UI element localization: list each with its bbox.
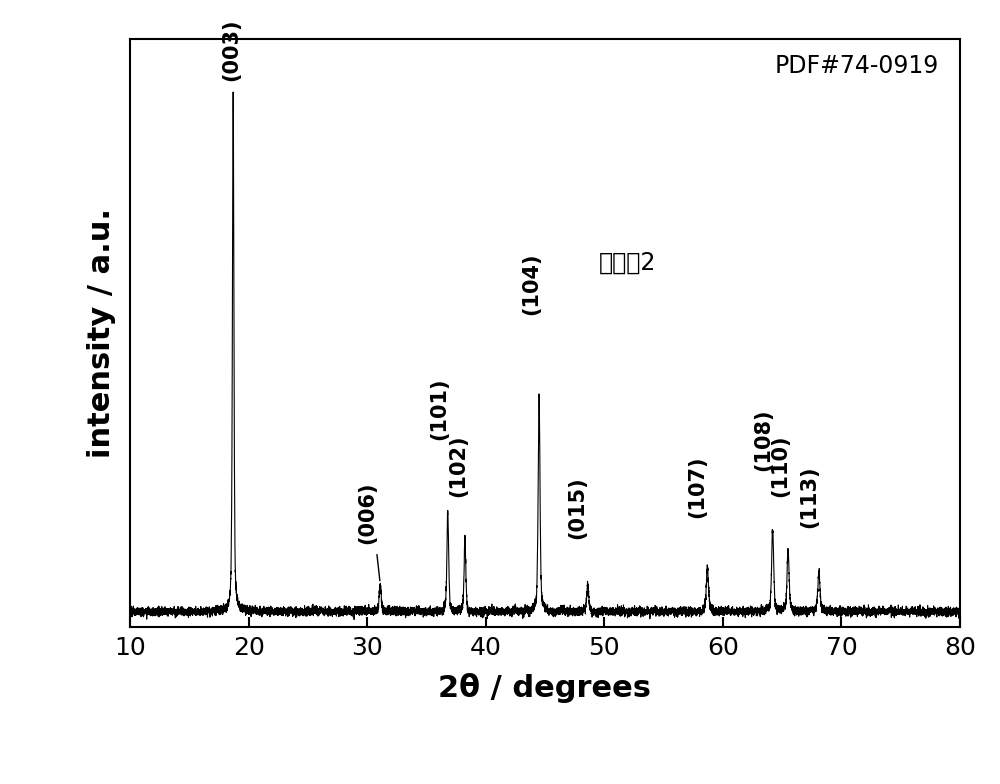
Text: (102): (102) xyxy=(448,434,468,497)
Text: (108): (108) xyxy=(753,408,773,471)
Text: 实施夒2: 实施夒2 xyxy=(599,251,656,274)
Text: (006): (006) xyxy=(357,481,377,544)
Text: (110): (110) xyxy=(770,434,790,497)
X-axis label: 2θ / degrees: 2θ / degrees xyxy=(438,673,652,703)
Text: (107): (107) xyxy=(687,456,707,518)
Text: PDF#74-0919: PDF#74-0919 xyxy=(775,54,939,78)
Text: (113): (113) xyxy=(799,466,819,528)
Text: (003): (003) xyxy=(221,18,241,81)
Text: (104): (104) xyxy=(521,252,541,315)
Text: (015): (015) xyxy=(567,476,587,539)
Y-axis label: intensity / a.u.: intensity / a.u. xyxy=(87,209,116,458)
Text: (101): (101) xyxy=(429,377,449,440)
